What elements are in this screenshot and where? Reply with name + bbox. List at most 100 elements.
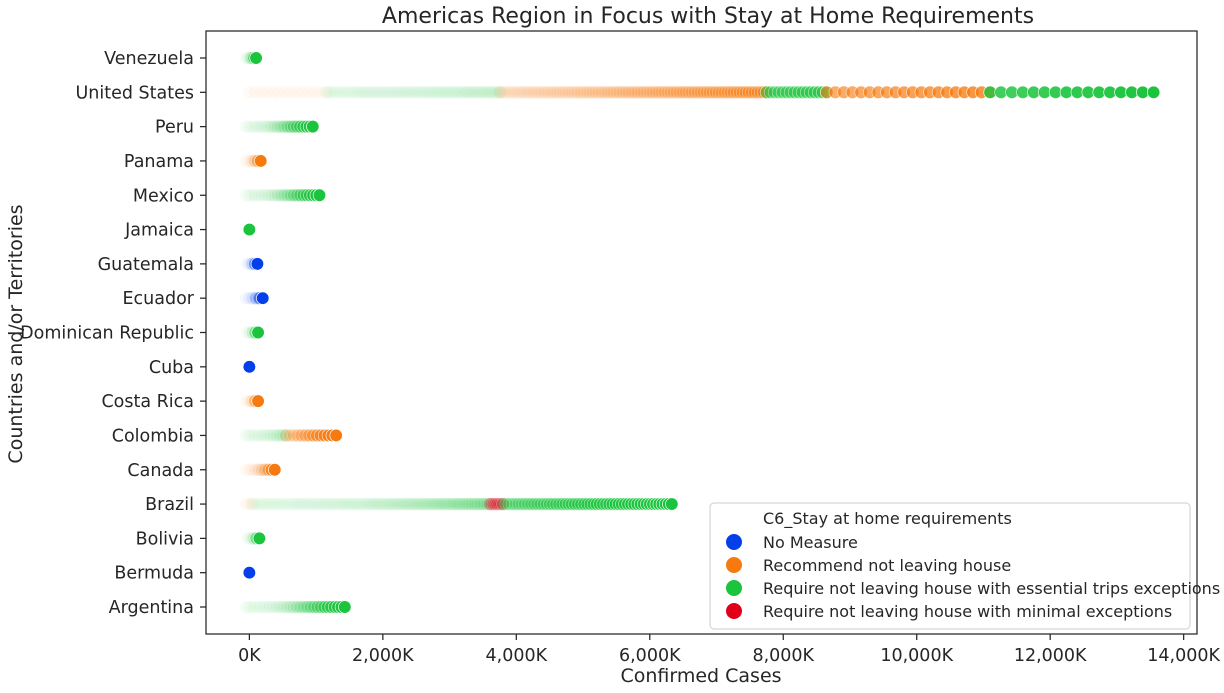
data-point-brazil <box>488 497 502 511</box>
data-point-united-states <box>319 85 333 99</box>
data-point-united-states <box>558 85 573 99</box>
data-point-united-states <box>437 85 451 99</box>
data-point-colombia <box>248 428 262 443</box>
y-tick-label-brazil: Brazil <box>145 495 194 515</box>
data-point-united-states <box>431 85 445 99</box>
data-point-united-states <box>528 85 543 99</box>
data-point-united-states <box>636 85 651 99</box>
data-point-united-states <box>666 85 681 99</box>
data-point-argentina <box>263 600 277 614</box>
data-point-brazil <box>665 497 679 511</box>
data-point-united-states <box>537 85 552 99</box>
data-point-united-states <box>756 85 771 99</box>
data-point-brazil <box>546 497 560 511</box>
data-point-colombia <box>276 428 290 443</box>
data-point-brazil <box>408 497 422 511</box>
data-point-brazil <box>508 497 523 511</box>
y-tick-label-guatemala: Guatemala <box>98 255 194 275</box>
y-tick-label-costa-rica: Costa Rica <box>101 392 194 412</box>
data-point-united-states <box>510 85 525 99</box>
data-point-united-states <box>472 85 486 99</box>
data-point-united-states <box>663 85 678 99</box>
data-point-united-states <box>540 85 555 99</box>
data-point-united-states <box>624 85 639 99</box>
x-axis: 0K 2,000K 4,000K 6,000K 8,000K 10,000K 12,000K… <box>238 634 1221 666</box>
data-point-united-states <box>337 85 351 99</box>
data-point-brazil <box>486 497 501 511</box>
data-point-united-states <box>351 85 366 99</box>
data-point-united-states <box>633 85 648 99</box>
x-tick-label-12000000: 12,000K <box>1014 646 1087 666</box>
data-point-united-states <box>753 85 768 99</box>
data-point-brazil <box>357 497 371 511</box>
data-point-argentina <box>338 600 352 614</box>
data-point-brazil <box>249 497 263 511</box>
data-point-brazil <box>276 497 290 511</box>
data-point-united-states <box>248 85 262 99</box>
data-point-peru <box>252 119 266 134</box>
data-point-brazil <box>279 497 293 511</box>
data-point-argentina <box>256 600 270 614</box>
data-point-colombia <box>273 428 287 443</box>
data-point-brazil <box>384 497 398 511</box>
data-point-mexico <box>280 188 295 202</box>
x-tick-label-4000000: 4,000K <box>486 646 548 666</box>
data-point-united-states <box>735 85 750 99</box>
data-point-united-states <box>585 85 600 99</box>
data-point-united-states <box>645 85 660 99</box>
data-point-united-states <box>345 85 360 99</box>
data-point-brazil <box>437 497 452 511</box>
data-point-united-states <box>401 85 416 99</box>
data-point-colombia <box>245 428 259 443</box>
data-point-brazil <box>273 497 287 511</box>
data-point-united-states <box>501 85 516 99</box>
data-point-united-states <box>481 85 495 99</box>
data-point-brazil <box>291 497 305 511</box>
data-point-united-states <box>513 85 528 99</box>
data-point-united-states <box>723 85 738 99</box>
data-point-brazil <box>270 497 284 511</box>
data-point-united-states <box>525 85 540 99</box>
data-point-united-states <box>555 85 570 99</box>
data-point-brazil <box>351 497 365 511</box>
data-point-brazil <box>502 497 516 511</box>
data-point-argentina <box>253 600 267 614</box>
data-point-brazil <box>294 497 308 511</box>
data-point-united-states <box>487 85 501 99</box>
data-point-brazil <box>515 497 529 511</box>
data-point-brazil <box>255 497 269 511</box>
data-point-mexico <box>312 188 327 202</box>
data-point-costa-rica <box>251 394 265 408</box>
data-point-brazil <box>306 497 320 511</box>
data-point-brazil <box>530 497 545 511</box>
data-point-brazil <box>511 497 526 511</box>
data-point-united-states <box>466 85 480 99</box>
data-point-mexico <box>268 188 282 202</box>
legend-label-recommend: Recommend not leaving house <box>763 556 1011 575</box>
legend-label-no-measure: No Measure <box>763 533 858 552</box>
data-point-united-states <box>242 85 257 99</box>
data-point-united-states <box>328 85 342 99</box>
data-point-united-states <box>579 85 594 99</box>
data-point-brazil <box>482 497 497 511</box>
data-point-peru <box>261 119 275 134</box>
data-point-united-states <box>576 85 591 99</box>
data-point-united-states <box>705 85 720 99</box>
data-point-canada <box>242 463 256 477</box>
data-point-united-states <box>475 85 489 99</box>
data-point-united-states <box>495 85 510 99</box>
data-point-mexico <box>248 188 263 202</box>
data-point-united-states <box>387 85 401 99</box>
data-point-united-states <box>498 85 513 99</box>
data-point-mexico <box>277 188 291 202</box>
data-point-united-states <box>618 85 633 99</box>
data-point-united-states <box>416 85 430 99</box>
data-point-brazil <box>494 497 508 511</box>
data-point-brazil <box>345 497 359 511</box>
data-point-brazil <box>446 497 461 511</box>
data-point-united-states <box>410 85 424 99</box>
data-point-brazil <box>378 497 392 511</box>
y-tick-label-bolivia: Bolivia <box>136 529 194 549</box>
data-point-brazil <box>455 497 470 511</box>
y-tick-label-canada: Canada <box>127 461 194 481</box>
